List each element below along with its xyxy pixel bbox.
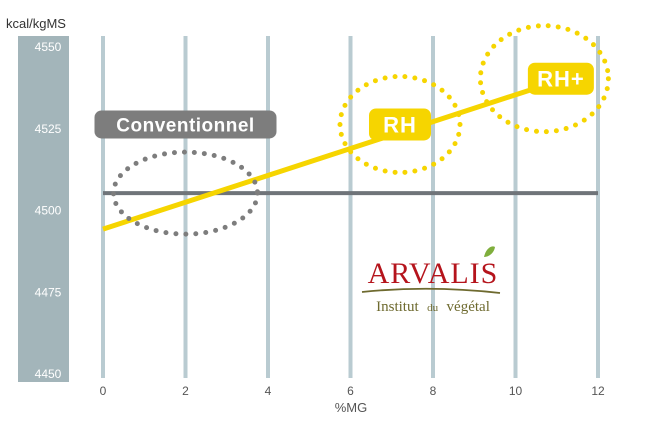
y-tick-4450: 4450 bbox=[35, 367, 62, 381]
y-tick-4525: 4525 bbox=[35, 122, 62, 136]
annotation-label-box-2 bbox=[369, 108, 431, 141]
y-axis-band bbox=[18, 36, 69, 382]
y-tick-labels: 4450 4475 4500 4525 4550 bbox=[35, 40, 62, 381]
annotation-label-box-1 bbox=[94, 110, 277, 139]
x-tick-10: 10 bbox=[509, 384, 523, 398]
leaf-icon bbox=[484, 246, 495, 257]
annotations: Conventionnel RH RH+ bbox=[94, 23, 611, 237]
series-line-2 bbox=[102, 76, 566, 232]
logo-swoosh bbox=[361, 287, 501, 294]
x-tick-8: 8 bbox=[430, 384, 437, 398]
x-axis-label: %MG bbox=[335, 400, 368, 415]
annotation-ellipse-2 bbox=[337, 73, 463, 175]
annotation-label-box-3 bbox=[527, 62, 594, 95]
x-tick-2: 2 bbox=[182, 384, 189, 398]
annotation-label-3: RH+ bbox=[537, 67, 585, 92]
y-tick-4550: 4550 bbox=[35, 40, 62, 54]
annotation-ellipse-1 bbox=[111, 149, 260, 237]
x-tick-0: 0 bbox=[100, 384, 107, 398]
x-tick-4: 4 bbox=[265, 384, 272, 398]
series-lines bbox=[102, 76, 598, 232]
x-tick-12: 12 bbox=[591, 384, 605, 398]
x-tick-6: 6 bbox=[347, 384, 354, 398]
y-tick-4475: 4475 bbox=[35, 285, 62, 299]
annotation-label-1: Conventionnel bbox=[116, 115, 254, 136]
logo-name: ARVALIS bbox=[368, 257, 499, 290]
y-axis-label: kcal/kgMS bbox=[6, 16, 66, 31]
annotation-label-2: RH bbox=[383, 112, 417, 137]
annotation-ellipse-3 bbox=[477, 23, 611, 135]
y-tick-4500: 4500 bbox=[35, 204, 62, 218]
gridlines bbox=[101, 36, 600, 378]
x-tick-labels: 0 2 4 6 8 10 12 bbox=[100, 384, 605, 398]
arvalis-logo: ARVALIS Institut du végétal bbox=[361, 246, 501, 315]
logo-tagline: Institut du végétal bbox=[376, 298, 490, 315]
